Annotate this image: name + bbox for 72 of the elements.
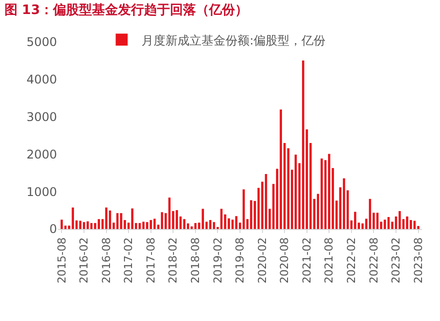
y-tick-label: 5000 <box>26 35 57 50</box>
y-tick-label: 2000 <box>26 147 57 162</box>
bar <box>235 216 238 229</box>
bar <box>90 223 93 229</box>
x-tick-label: 2018-08 <box>189 237 202 284</box>
x-tick-label: 2018-02 <box>166 237 180 284</box>
x-tick-label: 2023-08 <box>412 237 425 284</box>
bar <box>131 208 134 229</box>
bar <box>150 220 152 229</box>
bar <box>160 212 164 229</box>
bar <box>183 219 186 229</box>
y-tick-label: 0 <box>49 222 57 236</box>
bar <box>79 220 82 229</box>
bar <box>384 220 386 229</box>
bar <box>231 220 234 229</box>
bar <box>250 200 252 229</box>
bar <box>242 189 245 229</box>
y-tick-label: 4000 <box>26 72 57 87</box>
bar <box>98 219 100 229</box>
bar <box>60 220 63 229</box>
chart-title: 图 13：偏股型基金发行趋于回落（亿份） <box>4 2 248 18</box>
x-tick-label: 2022-08 <box>367 237 380 284</box>
bar <box>190 226 193 229</box>
bar <box>116 213 119 229</box>
y-tick-label: 3000 <box>26 110 57 124</box>
bar <box>72 208 74 229</box>
x-tick-label: 2021-08 <box>322 237 336 284</box>
bar <box>342 178 346 229</box>
bar <box>320 158 323 229</box>
bar <box>354 212 356 229</box>
bar <box>228 218 230 229</box>
y-tick-label: 1000 <box>26 184 57 199</box>
x-tick-label: 2022-02 <box>345 237 358 284</box>
bar <box>86 221 89 229</box>
bar <box>264 174 268 229</box>
x-tick-label: 2017-08 <box>144 237 158 284</box>
bar <box>176 210 178 229</box>
x-tick-label: 2020-08 <box>278 237 292 284</box>
bar <box>168 198 171 229</box>
x-tick-label: 2016-02 <box>78 237 91 284</box>
bar <box>328 154 330 229</box>
bar <box>406 216 408 229</box>
bar <box>302 60 304 229</box>
bar <box>212 222 216 229</box>
bar <box>138 223 141 229</box>
bar <box>410 220 412 229</box>
bar <box>398 211 401 229</box>
x-tick-label: 2019-08 <box>234 237 247 284</box>
bar <box>194 223 197 229</box>
bar <box>82 222 86 229</box>
x-tick-label: 2023-02 <box>390 237 403 284</box>
bar <box>280 110 282 229</box>
bar <box>209 220 212 229</box>
bar <box>94 223 96 229</box>
bar <box>387 217 390 229</box>
x-tick-label: 2021-02 <box>300 237 314 284</box>
x-tick-label: 2015-08 <box>55 237 68 284</box>
x-tick-label: 2020-02 <box>256 237 269 284</box>
bar <box>105 208 108 229</box>
x-tick-label: 2016-08 <box>100 237 113 284</box>
bar <box>376 212 379 229</box>
bar <box>153 218 156 229</box>
bar <box>108 210 112 229</box>
bar <box>120 213 122 229</box>
bar <box>368 198 372 229</box>
x-tick-label: 2017-02 <box>122 237 136 284</box>
x-tick-label: 2019-02 <box>211 237 224 284</box>
bar <box>294 154 297 229</box>
legend-label: 月度新成立基金份额:偏股型，亿份 <box>142 33 326 48</box>
bar <box>146 222 148 229</box>
bar <box>142 222 145 229</box>
bar <box>202 208 204 229</box>
